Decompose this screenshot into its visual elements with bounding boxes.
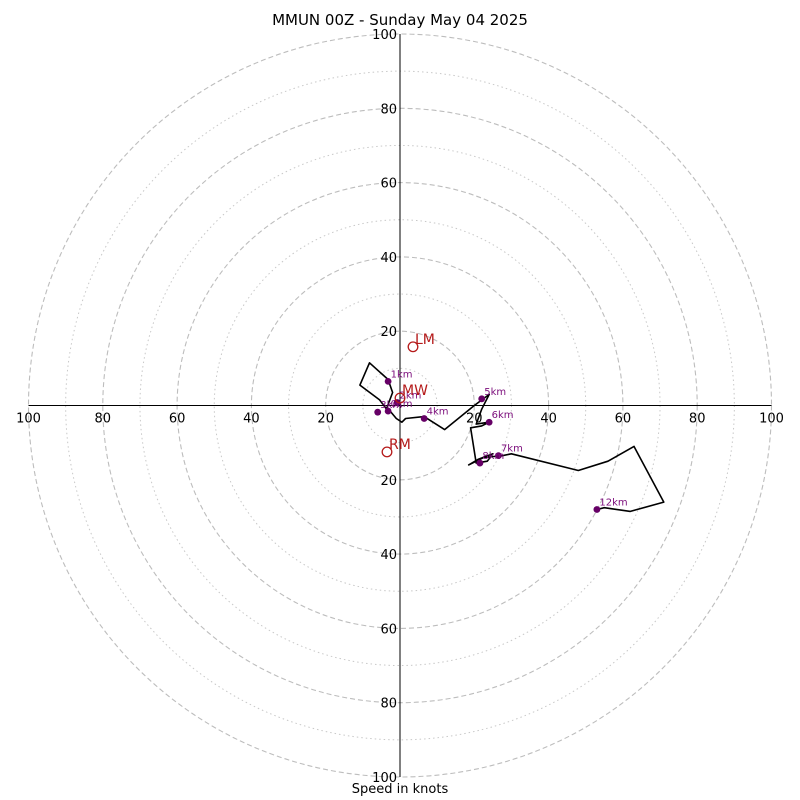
tick-left-100: 100 xyxy=(16,412,41,427)
tick-down-60: 60 xyxy=(380,622,397,637)
height-point-8km xyxy=(476,459,484,467)
height-label-8km: 8km xyxy=(482,451,504,462)
tick-up-100: 100 xyxy=(372,28,397,43)
height-label-1km: 1km xyxy=(391,369,413,380)
hodograph-trace xyxy=(359,361,665,513)
height-label-5km: 5km xyxy=(484,387,506,398)
tick-up-40: 40 xyxy=(380,251,397,266)
chart-title: MMUN 00Z - Sunday May 04 2025 xyxy=(272,11,528,29)
height-label-3km: 3km xyxy=(380,400,402,411)
height-label-4km: 4km xyxy=(427,407,449,418)
height-label-12km: 12km xyxy=(599,498,627,509)
tick-right-100: 100 xyxy=(759,412,784,427)
height-point-5km xyxy=(478,395,486,403)
tick-left-40: 40 xyxy=(243,412,260,427)
height-point-0km xyxy=(384,407,392,415)
tick-left-20: 20 xyxy=(317,412,334,427)
storm-motion-markers: LM MW RM xyxy=(381,332,435,458)
motion-point-MW xyxy=(394,392,406,404)
tick-right-80: 80 xyxy=(689,412,706,427)
tick-down-40: 40 xyxy=(380,548,397,563)
height-label-0km: 0km xyxy=(391,399,413,410)
height-label-2km: 2km xyxy=(400,391,422,402)
tick-up-80: 80 xyxy=(380,102,397,117)
tick-up-20: 20 xyxy=(380,325,397,340)
height-point-12km xyxy=(593,506,601,513)
height-point-3km xyxy=(374,408,382,416)
tick-left-60: 60 xyxy=(169,412,186,427)
tick-up-60: 60 xyxy=(380,177,397,192)
height-point-1km xyxy=(384,377,392,385)
x-axis-label: Speed in knots xyxy=(351,782,449,797)
tick-right-60: 60 xyxy=(615,412,632,427)
height-label-6km: 6km xyxy=(492,410,514,421)
height-label-7km: 7km xyxy=(501,444,523,455)
tick-right-20: 20 xyxy=(466,412,483,427)
tick-right-40: 40 xyxy=(540,412,557,427)
tick-left-80: 80 xyxy=(95,412,112,427)
motion-point-LM xyxy=(407,341,419,353)
height-point-4km xyxy=(420,415,428,422)
tick-down-80: 80 xyxy=(380,697,397,712)
motion-label-MW: MW xyxy=(402,383,428,399)
motion-point-RM xyxy=(381,446,393,458)
height-point-6km xyxy=(485,418,493,426)
tick-down-100: 100 xyxy=(372,771,397,786)
motion-label-LM: LM xyxy=(415,332,435,348)
hodograph-line xyxy=(359,361,665,513)
height-point-7km xyxy=(495,452,502,460)
motion-label-RM: RM xyxy=(389,437,411,453)
tick-labels: 20 20 20 20 40 40 40 40 60 60 60 60 80 80 80 80 100 100 10… xyxy=(16,28,784,786)
tick-down-20: 20 xyxy=(380,474,397,489)
axes xyxy=(28,34,772,777)
